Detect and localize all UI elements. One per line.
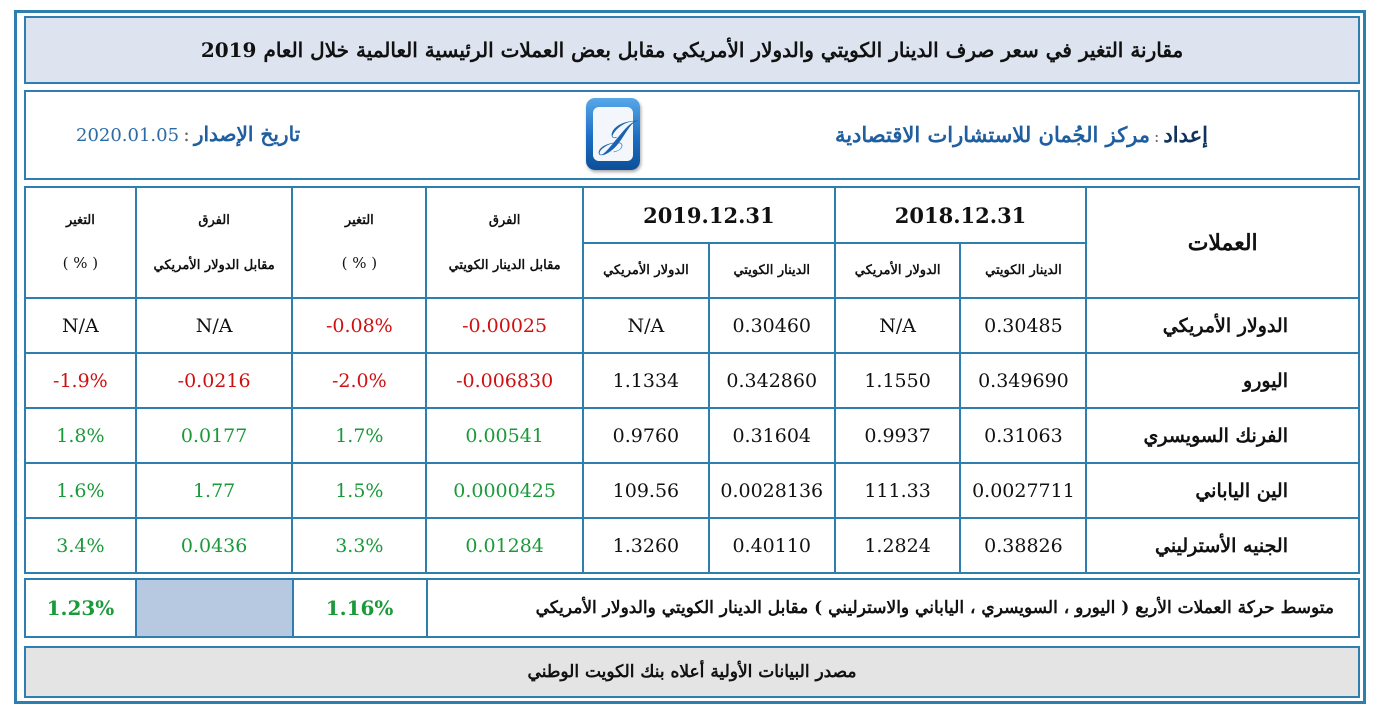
title-banner: مقارنة التغير في سعر صرف الدينار الكويتي… — [24, 16, 1360, 84]
average-table: 1.23% 1.16% متوسط حركة العملات الأربع ( … — [24, 578, 1360, 638]
kwd-2018-cell: 0.31063 — [959, 407, 1088, 464]
avg-blank-cell — [134, 578, 294, 638]
usd-2018-cell: 111.33 — [833, 462, 962, 519]
usd-2019-header: الدولار الأمريكي — [582, 242, 710, 299]
logo-glyph: 𝒥 — [599, 111, 627, 156]
diff-kwd-cell: -0.00025 — [425, 297, 585, 354]
table-row: 1.8% 0.0177 1.7% 0.00541 0.9760 0.31604 … — [24, 407, 1360, 464]
usd-2019-cell: 1.3260 — [582, 517, 710, 574]
info-banner: إعداد:مركز الجُمان للاستشارات الاقتصادية… — [24, 90, 1360, 180]
change-kwd-cell: -0.08% — [291, 297, 428, 354]
kwd-2019-cell: 0.40110 — [707, 517, 836, 574]
diff-kwd-cell: -0.006830 — [425, 352, 585, 409]
average-row: 1.23% 1.16% متوسط حركة العملات الأربع ( … — [24, 578, 1360, 638]
diff-usd-header-sub: مقابل الدولار الأمريكي — [153, 257, 275, 273]
kwd-2019-cell: 0.0028136 — [707, 462, 836, 519]
logo-inner: 𝒥 — [593, 107, 633, 161]
kwd-2018-cell: 0.30485 — [959, 297, 1088, 354]
header-row-sub: الدولار الأمريكي الدينار الكويتي الدولار… — [25, 242, 1359, 299]
diff-usd-header-label: الفرق — [198, 212, 230, 228]
diff-usd-cell: 1.77 — [134, 462, 294, 519]
currency-name-cell: اليورو — [1085, 352, 1360, 409]
diff-kwd-header: الفرق مقابل الدينار الكويتي — [425, 186, 585, 299]
source-text: مصدر البيانات الأولية أعلاه بنك الكويت ا… — [527, 662, 857, 682]
currency-name-cell: الدولار الأمريكي — [1085, 297, 1360, 354]
currencies-header: العملات — [1085, 186, 1360, 299]
change-kwd-cell: 1.5% — [291, 462, 428, 519]
prepared-label: إعداد — [1163, 122, 1208, 147]
currency-table: التغير ( % ) الفرق مقابل الدولار الأمريك… — [24, 186, 1360, 574]
avg-change-usd: 1.23% — [24, 578, 137, 638]
diff-usd-cell: 0.0436 — [134, 517, 294, 574]
diff-kwd-cell: 0.00541 — [425, 407, 585, 464]
diff-usd-cell: -0.0216 — [134, 352, 294, 409]
change-usd-cell: -1.9% — [24, 352, 137, 409]
prepared-value: مركز الجُمان للاستشارات الاقتصادية — [834, 122, 1151, 147]
diff-kwd-header-sub: مقابل الدينار الكويتي — [448, 257, 561, 273]
currency-name-cell: الين الياباني — [1085, 462, 1360, 519]
diff-kwd-cell: 0.01284 — [425, 517, 585, 574]
diff-kwd-cell: 0.0000425 — [425, 462, 585, 519]
avg-label: متوسط حركة العملات الأربع ( اليورو ، الس… — [425, 578, 1360, 638]
date-2018-header: 2018.12.31 — [833, 186, 1088, 244]
date-2019-header: 2019.12.31 — [582, 186, 836, 244]
issue-label: تاريخ الإصدار — [193, 122, 301, 146]
kwd-2019-header: الدينار الكويتي — [707, 242, 836, 299]
diff-kwd-header-label: الفرق — [488, 212, 521, 228]
change-kwd-cell: -2.0% — [291, 352, 428, 409]
kwd-2018-cell: 0.349690 — [959, 352, 1088, 409]
kwd-2018-cell: 0.0027711 — [959, 462, 1088, 519]
issue-colon: : — [183, 122, 190, 146]
aljuman-logo-icon: 𝒥 — [586, 98, 640, 170]
kwd-2018-cell: 0.38826 — [959, 517, 1088, 574]
change-usd-cell: N/A — [24, 297, 137, 354]
kwd-2019-cell: 0.30460 — [707, 297, 836, 354]
change-kwd-header-unit: ( % ) — [341, 254, 378, 272]
kwd-2018-header: الدينار الكويتي — [959, 242, 1088, 299]
report-title: مقارنة التغير في سعر صرف الدينار الكويتي… — [200, 38, 1184, 62]
change-usd-cell: 3.4% — [24, 517, 137, 574]
change-usd-header: التغير ( % ) — [24, 186, 137, 299]
avg-change-kwd: 1.16% — [291, 578, 428, 638]
change-kwd-header: التغير ( % ) — [291, 186, 428, 299]
table-row: 1.6% 1.77 1.5% 0.0000425 109.56 0.002813… — [24, 462, 1360, 519]
usd-2019-cell: 0.9760 — [582, 407, 710, 464]
diff-usd-cell: 0.0177 — [134, 407, 294, 464]
kwd-2019-cell: 0.342860 — [707, 352, 836, 409]
change-kwd-cell: 3.3% — [291, 517, 428, 574]
issue-value: 2020.01.05 — [76, 125, 180, 146]
issue-date: تاريخ الإصدار:2020.01.05 — [76, 122, 300, 146]
header-row-top: التغير ( % ) الفرق مقابل الدولار الأمريك… — [24, 186, 1360, 299]
change-usd-cell: 1.6% — [24, 462, 137, 519]
table-row: N/A N/A -0.08% -0.00025 N/A 0.30460 N/A … — [24, 297, 1360, 354]
usd-2018-header: الدولار الأمريكي — [833, 242, 962, 299]
prepared-colon: : — [1154, 127, 1160, 146]
currency-name-cell: الجنيه الأسترليني — [1085, 517, 1360, 574]
currency-name-cell: الفرنك السويسري — [1085, 407, 1360, 464]
table-row: 3.4% 0.0436 3.3% 0.01284 1.3260 0.40110 … — [24, 517, 1360, 574]
diff-usd-header: الفرق مقابل الدولار الأمريكي — [134, 186, 294, 299]
change-kwd-header-label: التغير — [344, 213, 374, 228]
change-kwd-cell: 1.7% — [291, 407, 428, 464]
table-row: -1.9% -0.0216 -2.0% -0.006830 1.1334 0.3… — [24, 352, 1360, 409]
usd-2018-cell: N/A — [833, 297, 962, 354]
change-usd-header-unit: ( % ) — [62, 254, 99, 272]
source-banner: مصدر البيانات الأولية أعلاه بنك الكويت ا… — [24, 646, 1360, 698]
diff-usd-cell: N/A — [134, 297, 294, 354]
usd-2018-cell: 1.1550 — [833, 352, 962, 409]
prepared-by: إعداد:مركز الجُمان للاستشارات الاقتصادية — [835, 122, 1208, 147]
change-usd-cell: 1.8% — [24, 407, 137, 464]
usd-2019-cell: 109.56 — [582, 462, 710, 519]
usd-2019-cell: 1.1334 — [582, 352, 710, 409]
change-usd-header-label: التغير — [65, 213, 95, 228]
kwd-2019-cell: 0.31604 — [707, 407, 836, 464]
outer-frame — [14, 10, 1366, 704]
usd-2018-cell: 0.9937 — [833, 407, 962, 464]
usd-2018-cell: 1.2824 — [833, 517, 962, 574]
usd-2019-cell: N/A — [582, 297, 710, 354]
